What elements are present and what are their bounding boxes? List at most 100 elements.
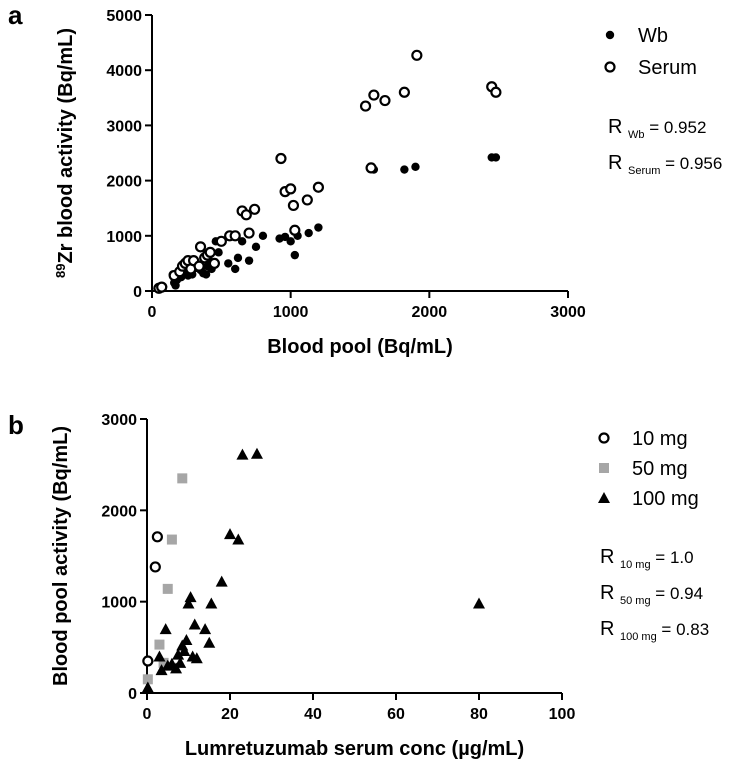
x-tick-label: 20 bbox=[221, 706, 239, 723]
panel-label: b bbox=[8, 410, 24, 440]
data-point bbox=[231, 264, 240, 274]
correlation-annotation: R 100 mg = 0.83 bbox=[600, 618, 709, 643]
legend-marker bbox=[598, 492, 610, 503]
data-point bbox=[258, 231, 268, 240]
correlation-subscript: Wb bbox=[628, 129, 645, 141]
y-tick-label: 4000 bbox=[106, 63, 142, 80]
data-point bbox=[249, 203, 261, 215]
data-point bbox=[473, 597, 485, 609]
data-point bbox=[203, 636, 216, 648]
data-point bbox=[233, 253, 243, 263]
y-axis-title-main: Zr blood activity (Bq/mL) bbox=[55, 28, 77, 264]
data-point bbox=[214, 248, 223, 257]
data-point bbox=[359, 100, 372, 112]
correlation-subscript: 10 mg bbox=[620, 559, 651, 571]
y-tick-label: 2000 bbox=[106, 174, 142, 191]
data-point bbox=[172, 648, 185, 660]
data-point bbox=[188, 618, 201, 630]
legend-label: Wb bbox=[638, 25, 668, 47]
data-point bbox=[154, 639, 165, 650]
y-tick-label: 0 bbox=[133, 284, 142, 301]
series-100-mg bbox=[141, 447, 485, 693]
y-axis-title-superscript: 89 bbox=[53, 264, 68, 278]
data-point bbox=[199, 623, 212, 635]
y-axis-title: Blood pool activity (Bq/mL) bbox=[50, 426, 72, 686]
x-tick-label: 0 bbox=[143, 706, 152, 723]
data-point bbox=[224, 259, 233, 268]
legend-label: 50 mg bbox=[632, 458, 688, 480]
data-point bbox=[156, 281, 168, 293]
correlation-value: = 0.83 bbox=[657, 620, 709, 639]
x-tick-label: 40 bbox=[304, 706, 322, 723]
data-point bbox=[251, 242, 261, 252]
x-tick-label: 2000 bbox=[412, 304, 448, 321]
data-point bbox=[194, 241, 207, 253]
data-point bbox=[368, 89, 380, 101]
legend-marker bbox=[599, 463, 609, 473]
data-point bbox=[151, 531, 163, 543]
y-axis-title: 89Zr blood activity (Bq/mL) bbox=[53, 28, 78, 278]
correlation-value: = 0.956 bbox=[660, 154, 722, 173]
y-tick-label: 3000 bbox=[101, 412, 137, 429]
data-point bbox=[232, 533, 245, 545]
data-point bbox=[243, 227, 255, 239]
data-point bbox=[205, 597, 218, 609]
data-point bbox=[178, 644, 191, 656]
data-point bbox=[491, 153, 501, 162]
y-tick-label: 3000 bbox=[106, 118, 142, 135]
x-axis-title: Lumretuzumab serum conc (µg/mL) bbox=[185, 738, 524, 760]
correlation-r: R bbox=[600, 546, 620, 568]
x-tick-label: 3000 bbox=[550, 304, 586, 321]
y-tick-label: 0 bbox=[128, 686, 137, 703]
data-point bbox=[301, 194, 313, 206]
data-point bbox=[177, 473, 188, 484]
y-axis-title-main: Blood pool activity (Bq/mL) bbox=[50, 426, 72, 686]
correlation-annotation: R 50 mg = 0.94 bbox=[600, 582, 703, 607]
legend-marker bbox=[598, 432, 610, 444]
data-point bbox=[184, 591, 197, 603]
data-point bbox=[190, 652, 203, 664]
data-point bbox=[285, 183, 297, 195]
data-point bbox=[142, 674, 153, 685]
panel-label: a bbox=[8, 0, 23, 30]
series-wb bbox=[153, 153, 501, 293]
data-point bbox=[204, 246, 216, 258]
data-point bbox=[287, 199, 300, 212]
correlation-r: R bbox=[608, 152, 628, 174]
data-point bbox=[141, 681, 154, 693]
correlation-annotation: R 10 mg = 1.0 bbox=[600, 546, 694, 571]
data-point bbox=[250, 447, 263, 459]
data-point bbox=[153, 650, 166, 662]
y-tick-label: 5000 bbox=[106, 8, 142, 25]
series-50-mg bbox=[142, 473, 188, 685]
data-point bbox=[289, 224, 301, 236]
x-tick-label: 100 bbox=[549, 706, 576, 723]
data-point bbox=[215, 235, 227, 247]
data-point bbox=[158, 657, 169, 668]
correlation-r: R bbox=[600, 618, 620, 640]
data-point bbox=[314, 223, 323, 232]
correlation-annotation: R Serum = 0.956 bbox=[608, 152, 722, 177]
x-tick-label: 0 bbox=[148, 304, 157, 321]
y-tick-label: 1000 bbox=[106, 229, 142, 246]
y-tick-label: 1000 bbox=[101, 595, 137, 612]
legend-marker bbox=[605, 30, 615, 40]
correlation-subscript: 50 mg bbox=[620, 595, 651, 607]
data-point bbox=[411, 49, 423, 61]
legend-label: 10 mg bbox=[632, 428, 688, 450]
y-tick-label: 2000 bbox=[101, 503, 137, 520]
series-10-mg bbox=[142, 531, 163, 667]
data-point bbox=[201, 270, 211, 279]
legend-label: Serum bbox=[638, 57, 697, 79]
series-serum bbox=[153, 49, 502, 294]
data-point bbox=[166, 534, 177, 545]
data-point bbox=[490, 86, 502, 98]
correlation-r: R bbox=[608, 116, 628, 138]
x-tick-label: 1000 bbox=[273, 304, 309, 321]
correlation-value: = 0.94 bbox=[651, 584, 703, 603]
data-point bbox=[365, 162, 377, 174]
data-point bbox=[400, 165, 409, 174]
data-point bbox=[159, 623, 172, 635]
